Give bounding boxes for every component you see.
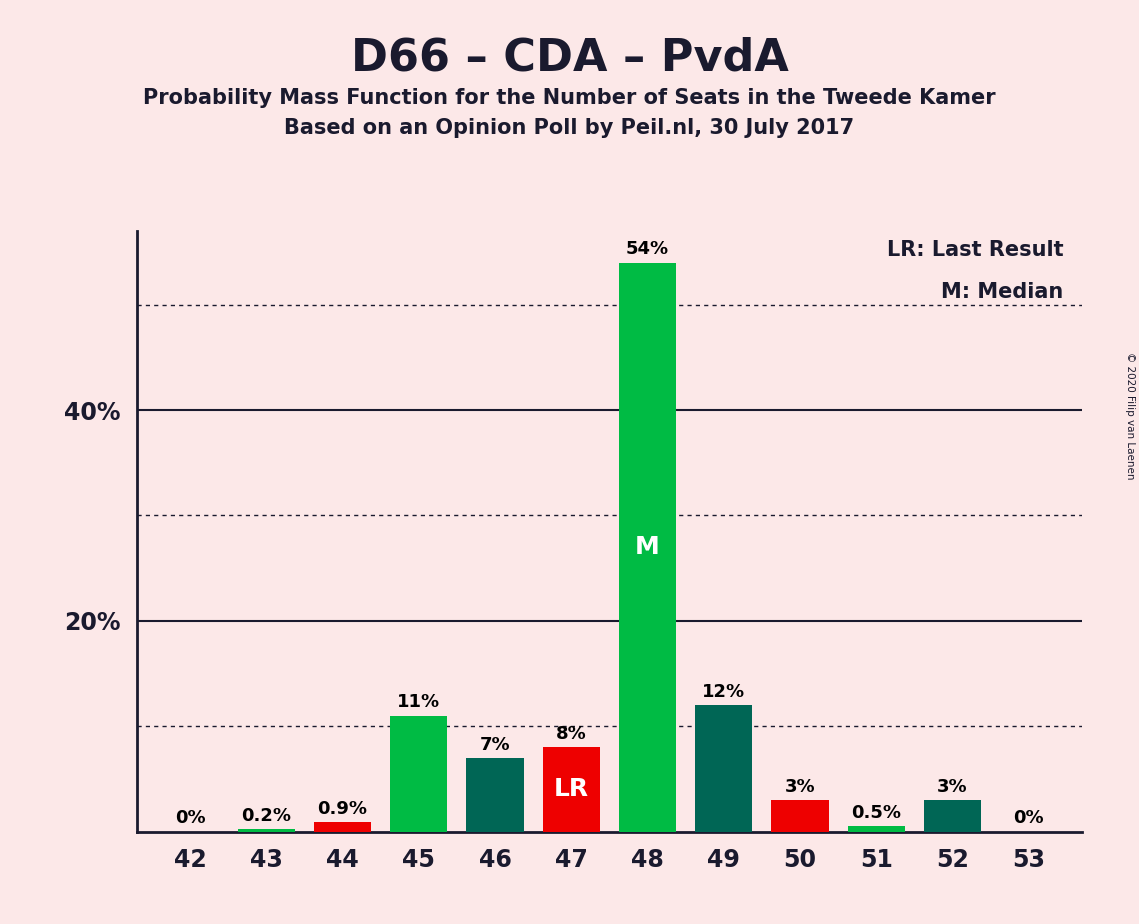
Text: 8%: 8%: [556, 725, 587, 743]
Text: LR: LR: [554, 777, 589, 801]
Bar: [924, 800, 981, 832]
Text: Based on an Opinion Poll by Peil.nl, 30 July 2017: Based on an Opinion Poll by Peil.nl, 30 …: [285, 118, 854, 139]
Text: M: Median: M: Median: [941, 282, 1063, 302]
Text: 0.5%: 0.5%: [851, 804, 901, 822]
Bar: [466, 758, 524, 832]
Text: 11%: 11%: [398, 694, 441, 711]
Text: 0.9%: 0.9%: [318, 800, 368, 818]
Text: 0%: 0%: [1014, 809, 1044, 827]
Bar: [238, 830, 295, 832]
Bar: [771, 800, 828, 832]
Text: 0%: 0%: [174, 809, 205, 827]
Bar: [695, 705, 753, 832]
Bar: [314, 822, 371, 832]
Text: M: M: [636, 535, 659, 559]
Bar: [847, 826, 904, 832]
Text: © 2020 Filip van Laenen: © 2020 Filip van Laenen: [1125, 352, 1134, 480]
Bar: [618, 262, 677, 832]
Text: Probability Mass Function for the Number of Seats in the Tweede Kamer: Probability Mass Function for the Number…: [144, 88, 995, 108]
Bar: [391, 716, 448, 832]
Text: 54%: 54%: [626, 240, 669, 259]
Text: 7%: 7%: [480, 736, 510, 754]
Text: 3%: 3%: [785, 778, 816, 796]
Bar: [542, 748, 600, 832]
Text: LR: Last Result: LR: Last Result: [886, 240, 1063, 260]
Text: 0.2%: 0.2%: [241, 808, 292, 825]
Text: 3%: 3%: [937, 778, 968, 796]
Text: D66 – CDA – PvdA: D66 – CDA – PvdA: [351, 37, 788, 80]
Text: 12%: 12%: [702, 683, 745, 701]
